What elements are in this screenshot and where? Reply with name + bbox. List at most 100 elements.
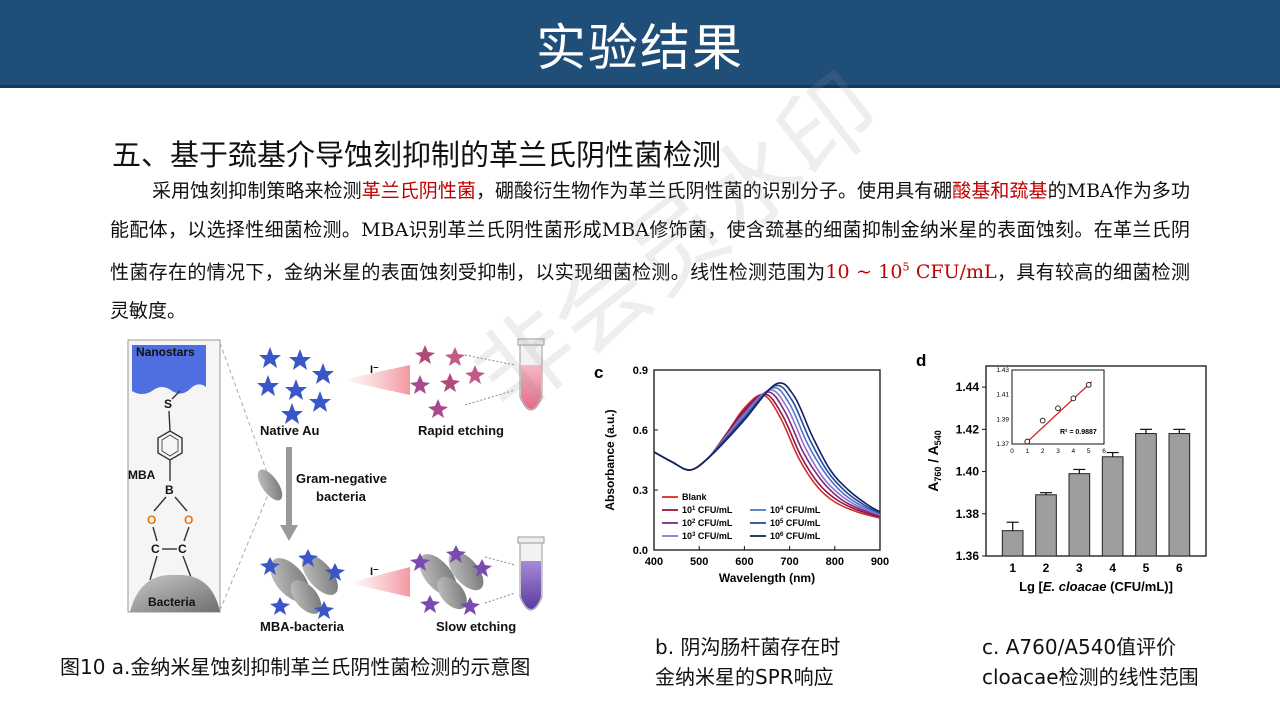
inset-y-tick-label: 1.43 — [996, 367, 1009, 374]
plot-frame — [653, 369, 881, 551]
inset-point — [1085, 381, 1092, 388]
legend-label: 103 CFU/mL — [682, 531, 733, 541]
gram-negative-label-2: bacteria — [316, 489, 367, 504]
oxygen-left-label: O — [147, 513, 156, 527]
bar — [1068, 473, 1091, 557]
gram-negative-label-1: Gram-negative — [296, 471, 387, 486]
nanostar-surface — [132, 345, 206, 394]
slide-title: 实验结果 — [536, 19, 744, 77]
x-tick-label: 400 — [645, 556, 663, 568]
bar — [1035, 494, 1057, 557]
bacteria-surface — [130, 574, 220, 612]
bar — [1135, 433, 1157, 557]
bacterium-icon — [257, 469, 283, 501]
para-text-2: ，硼酸衍生物作为革兰氏阴性菌的识别分子。使用具有硼 — [475, 180, 953, 202]
inset-y-tick-label: 1.39 — [996, 416, 1009, 423]
x-axis-label: Lg [E. cloacae (CFU/mL)] — [1019, 579, 1173, 594]
legend-label: 102 CFU/mL — [682, 518, 733, 528]
iodide-arrow-top — [342, 365, 410, 395]
bar — [1101, 456, 1124, 557]
x-tick-label: 2 — [1043, 561, 1050, 575]
legend-label: 105 CFU/mL — [770, 518, 821, 528]
para-text-4: ，具有较高的细菌检测灵敏度。 — [110, 261, 1190, 322]
inset-point — [1039, 417, 1046, 424]
carbon-left-label: C — [151, 542, 160, 556]
x-tick-label: 600 — [735, 556, 753, 568]
y-tick-label: 0.9 — [633, 365, 648, 377]
title-banner: 实验结果 — [0, 0, 1280, 88]
process-arrow-head — [280, 525, 298, 541]
inset-y-tick-label: 1.41 — [996, 392, 1009, 399]
y-tick-label: 1.40 — [956, 465, 980, 479]
highlight-groups: 酸基和巯基 — [952, 180, 1048, 202]
legend-label: 101 CFU/mL — [682, 505, 733, 515]
mba-bacteria-cluster — [260, 549, 345, 619]
panel-label-d: d — [916, 351, 926, 370]
series-line — [653, 382, 881, 513]
inset-x-tick-label: 5 — [1087, 448, 1091, 455]
panel-label-c: c — [594, 363, 603, 382]
inset-x-tick-label: 6 — [1102, 448, 1106, 455]
range-base: 10 ~ 10 — [825, 261, 903, 284]
slow-etching-label: Slow etching — [436, 619, 516, 634]
y-tick-label: 1.38 — [956, 507, 980, 521]
plot-frame — [985, 365, 1207, 557]
process-arrow-shaft — [286, 447, 292, 527]
rapid-etching-label: Rapid etching — [418, 423, 504, 438]
x-tick-label: 1 — [1009, 561, 1016, 575]
caption-c-line1: c. A760/A540值评价 — [982, 635, 1177, 659]
x-tick-label: 800 — [826, 556, 844, 568]
x-tick-label: 700 — [780, 556, 798, 568]
iodide-arrow-bottom — [348, 567, 410, 597]
caption-c: c. A760/A540值评价 cloacae检测的线性范围 — [982, 632, 1199, 692]
caption-b-line2: 金纳米星的SPR响应 — [655, 665, 834, 689]
inset-point — [1070, 395, 1077, 402]
native-au-stars — [257, 347, 334, 424]
x-tick-label: 5 — [1143, 561, 1150, 575]
iodide-label-bottom: I⁻ — [370, 566, 379, 578]
x-tick-label: 900 — [871, 556, 889, 568]
purple-tube — [517, 536, 545, 611]
chart-c-absorbance: c 400 500 600 700 800 900 0.0 0.3 0.6 0.9 Wavelengt… — [594, 363, 889, 585]
y-tick-label: 0.0 — [633, 545, 648, 557]
inset-fit-line — [1023, 381, 1093, 446]
para-text-3: 的MBA作为多功能配体，以选择性细菌检测。MBA识别革兰氏阴性菌形成MBA修饰菌… — [110, 180, 1190, 284]
legend-label: Blank — [682, 492, 708, 502]
caption-c-line2: cloacae检测的线性范围 — [982, 665, 1199, 689]
body-paragraph: 采用蚀刻抑制策略来检测革兰氏阴性菌，硼酸衍生物作为革兰氏阴性菌的识别分子。使用具… — [110, 172, 1190, 330]
inset-y-tick-label: 1.37 — [996, 441, 1009, 448]
y-tick-label: 0.3 — [633, 485, 648, 497]
section-heading: 五、基于巯基介导蚀刻抑制的革兰氏阴性菌检测 — [112, 138, 722, 172]
para-text-1: 采用蚀刻抑制策略来检测 — [152, 180, 362, 202]
inset-x-tick-label: 2 — [1041, 448, 1045, 455]
inset-x-tick-label: 1 — [1026, 448, 1030, 455]
caption-b-line1: b. 阴沟肠杆菌存在时 — [655, 635, 841, 659]
legend-label: 104 CFU/mL — [770, 505, 821, 515]
pink-tube — [517, 338, 545, 411]
inset-point — [1055, 405, 1061, 412]
range-exponent: 5 — [902, 261, 910, 274]
caption-b: b. 阴沟肠杆菌存在时 金纳米星的SPR响应 — [655, 632, 840, 692]
carbon-right-label: C — [178, 542, 187, 556]
x-tick-label: 3 — [1076, 561, 1083, 575]
range-unit: CFU/mL — [909, 261, 997, 284]
slow-etching-cluster — [410, 545, 492, 615]
legend-label: 106 CFU/mL — [770, 531, 821, 541]
inset-r2-label: R² = 0.9887 — [1060, 429, 1097, 436]
nanostars-label: Nanostars — [136, 345, 195, 359]
y-tick-label: 1.42 — [956, 422, 980, 436]
boron-label: B — [165, 483, 174, 497]
highlight-range: 10 ~ 105 CFU/mL — [825, 261, 996, 283]
x-tick-label: 6 — [1176, 561, 1183, 575]
x-tick-label: 4 — [1109, 561, 1116, 575]
inset-x-tick-label: 0 — [1010, 448, 1014, 455]
mba-bacteria-label: MBA-bacteria — [260, 619, 345, 634]
inset-point — [1024, 438, 1031, 445]
figure-a-schematic: Nanostars S MBA B O O C C Bacteria Nativ… — [127, 338, 545, 634]
y-tick-label: 1.44 — [956, 380, 980, 394]
y-axis-label: A760 / A540 — [925, 430, 943, 491]
y-tick-label: 0.6 — [633, 425, 648, 437]
inset-x-tick-label: 4 — [1072, 448, 1076, 455]
bar — [1168, 433, 1191, 557]
x-tick-label: 500 — [690, 556, 708, 568]
